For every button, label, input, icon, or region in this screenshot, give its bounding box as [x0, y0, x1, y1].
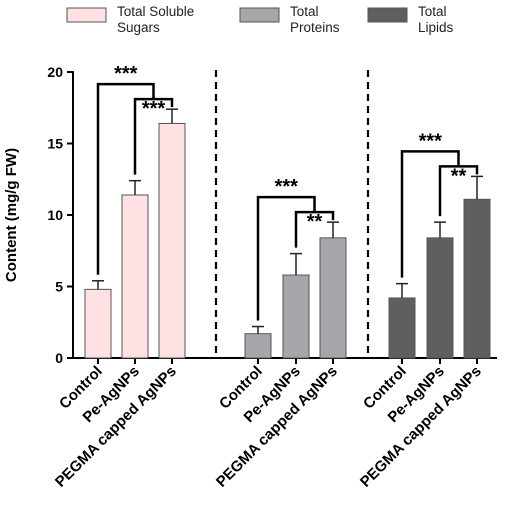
bar [158, 122, 186, 359]
legend-label: Total Soluble [117, 4, 194, 19]
significance-label: ** [451, 165, 467, 187]
y-axis-label: Content (mg/g FW) [3, 148, 20, 282]
bar [84, 288, 112, 359]
bar [319, 237, 347, 359]
legend-label: Lipids [418, 20, 454, 35]
significance-bracket [96, 82, 155, 275]
bar [388, 297, 416, 359]
bar [244, 333, 272, 359]
bar [121, 194, 149, 359]
significance-bracket [438, 165, 479, 217]
bar [426, 237, 454, 359]
legend-label: Proteins [290, 20, 340, 35]
bar [282, 274, 310, 359]
significance-bracket [256, 195, 316, 321]
significance-bracket [294, 210, 335, 248]
y-tick-label: 15 [47, 136, 63, 152]
y-tick-label: 20 [47, 64, 63, 80]
y-tick-label: 0 [55, 350, 63, 366]
bar [463, 198, 491, 359]
legend-swatch [239, 7, 280, 23]
significance-label: *** [419, 130, 443, 152]
legend-label: Total [290, 4, 319, 19]
significance-bracket [133, 97, 174, 175]
legend-label: Sugars [117, 20, 160, 35]
axes: 0 5 10 15 20 Content (mg/g FW) [3, 64, 497, 366]
legend-swatch [367, 7, 408, 23]
significance-bracket [400, 150, 460, 278]
significance-label: ** [307, 211, 323, 233]
legend-label: Total [418, 4, 447, 19]
significance-label: *** [142, 98, 166, 120]
significance-label: *** [114, 63, 138, 85]
y-tick-label: 10 [47, 207, 63, 223]
legend-swatch [66, 7, 107, 23]
y-tick-label: 5 [55, 279, 63, 295]
significance-brackets: *********** ***** [96, 63, 479, 321]
legend: Total SolubleSugarsTotalProteinsTotalLip… [66, 4, 454, 35]
bars [84, 108, 491, 359]
significance-label: *** [275, 176, 299, 198]
